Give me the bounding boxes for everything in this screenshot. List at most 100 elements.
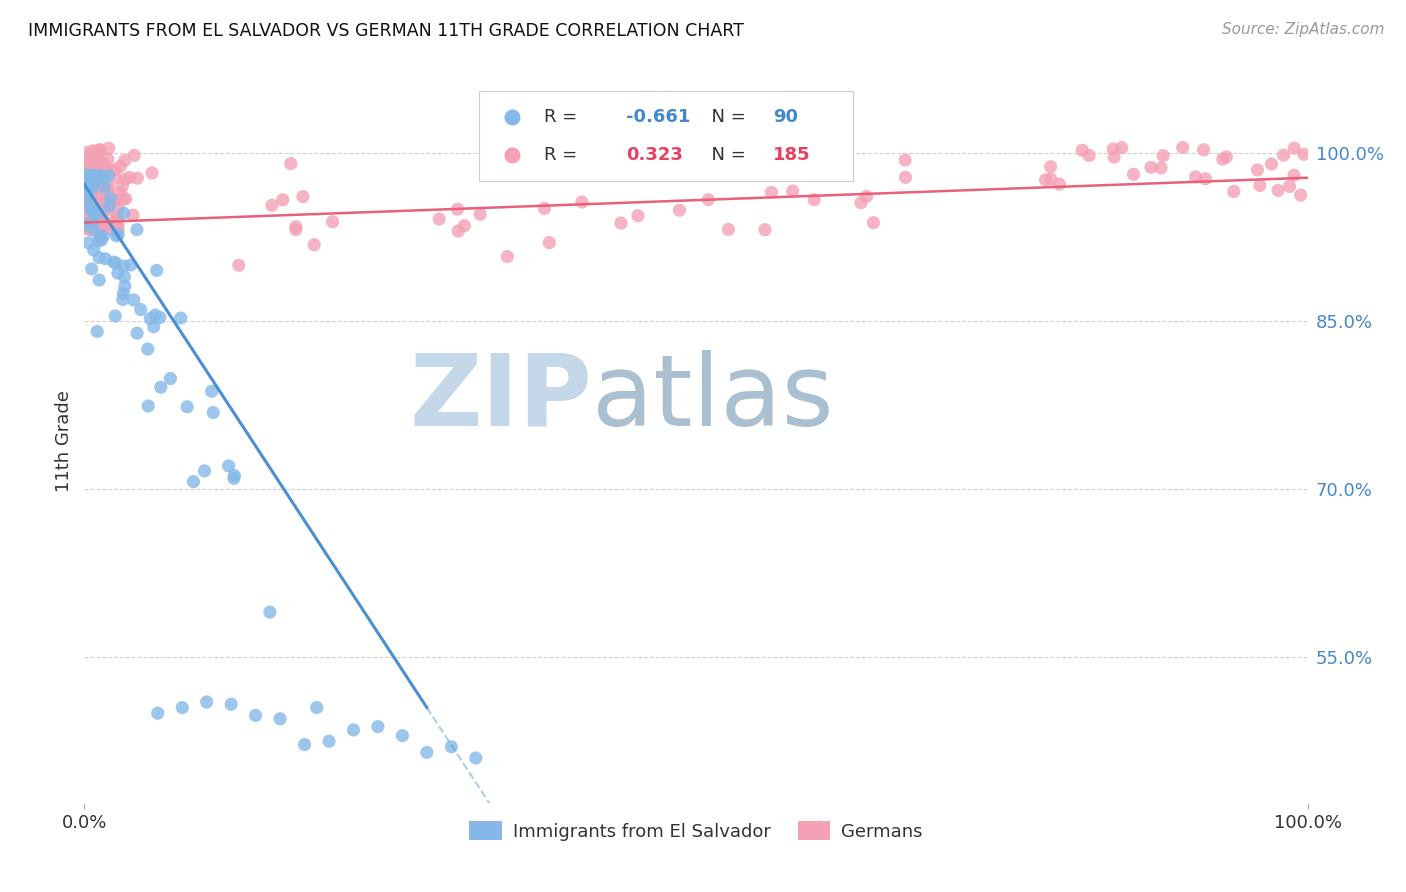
Point — [1102, 150, 1125, 164]
Point — [76, 203, 98, 218]
Point — [83, 223, 105, 237]
Point — [1292, 147, 1315, 161]
Point — [697, 193, 720, 207]
Point — [93, 157, 115, 171]
Point — [1282, 168, 1305, 182]
Point — [93, 180, 115, 194]
Point — [1171, 140, 1194, 154]
Point — [75, 145, 97, 160]
Point — [89, 145, 111, 160]
Point — [89, 183, 111, 197]
Point — [136, 399, 159, 413]
Point — [496, 250, 519, 264]
Point — [107, 210, 129, 224]
FancyBboxPatch shape — [479, 91, 852, 181]
Point — [89, 223, 111, 237]
Point — [193, 464, 215, 478]
Point — [97, 141, 120, 155]
Point — [149, 310, 172, 325]
Point — [129, 302, 152, 317]
Point — [79, 186, 101, 200]
Point — [170, 311, 193, 326]
Point — [1215, 150, 1237, 164]
Point — [80, 261, 103, 276]
Point — [77, 173, 100, 187]
Text: IMMIGRANTS FROM EL SALVADOR VS GERMAN 11TH GRADE CORRELATION CHART: IMMIGRANTS FROM EL SALVADOR VS GERMAN 11… — [28, 22, 744, 40]
Point — [83, 203, 105, 218]
Text: 90: 90 — [773, 108, 799, 126]
Point — [260, 198, 283, 212]
Point — [112, 286, 135, 301]
Point — [79, 220, 101, 235]
Legend: Immigrants from El Salvador, Germans: Immigrants from El Salvador, Germans — [463, 814, 929, 848]
Point — [77, 191, 100, 205]
Point — [849, 195, 872, 210]
Point — [269, 712, 291, 726]
Point — [89, 169, 111, 183]
Point — [105, 193, 128, 207]
Point — [87, 234, 110, 248]
Point — [1260, 157, 1282, 171]
Point — [93, 172, 115, 186]
Point — [112, 206, 135, 220]
Point — [82, 204, 104, 219]
Point — [367, 720, 389, 734]
Point — [76, 217, 98, 231]
Point — [176, 400, 198, 414]
Point — [83, 195, 105, 210]
Point — [84, 217, 107, 231]
Point — [139, 311, 162, 326]
Point — [79, 154, 101, 169]
Point — [427, 212, 450, 227]
Point — [754, 223, 776, 237]
Point — [195, 695, 218, 709]
Point — [894, 170, 917, 185]
Point — [75, 221, 97, 235]
Point — [318, 734, 340, 748]
Point — [894, 153, 917, 168]
Point — [86, 185, 108, 199]
Point — [862, 216, 884, 230]
Point — [782, 184, 804, 198]
Point — [112, 192, 135, 206]
Point — [1267, 183, 1289, 197]
Point — [1071, 143, 1094, 157]
Point — [259, 605, 281, 619]
Point — [80, 206, 103, 220]
Point — [90, 161, 112, 175]
Point — [84, 194, 107, 209]
Point — [87, 172, 110, 186]
Point — [79, 216, 101, 230]
Point — [90, 222, 112, 236]
Point — [104, 170, 127, 185]
Point — [447, 202, 470, 216]
Point — [780, 155, 803, 169]
Point — [80, 161, 103, 176]
Point — [75, 169, 97, 183]
Point — [77, 235, 100, 250]
Point — [305, 700, 328, 714]
Point — [76, 193, 98, 207]
Point — [107, 227, 129, 242]
Point — [118, 170, 141, 185]
Point — [91, 210, 114, 224]
Point — [80, 223, 103, 237]
Point — [1150, 161, 1173, 175]
Point — [86, 175, 108, 189]
Point — [100, 221, 122, 235]
Point — [1184, 169, 1206, 184]
Point — [80, 178, 103, 192]
Point — [94, 252, 117, 266]
Point — [87, 251, 110, 265]
Point — [322, 215, 344, 229]
Point — [75, 179, 97, 194]
Point — [89, 185, 111, 199]
Point — [284, 223, 307, 237]
Point — [145, 263, 167, 277]
Point — [717, 222, 740, 236]
Point — [77, 180, 100, 194]
Point — [342, 723, 364, 737]
Point — [75, 218, 97, 232]
Point — [80, 182, 103, 196]
Point — [87, 144, 110, 158]
